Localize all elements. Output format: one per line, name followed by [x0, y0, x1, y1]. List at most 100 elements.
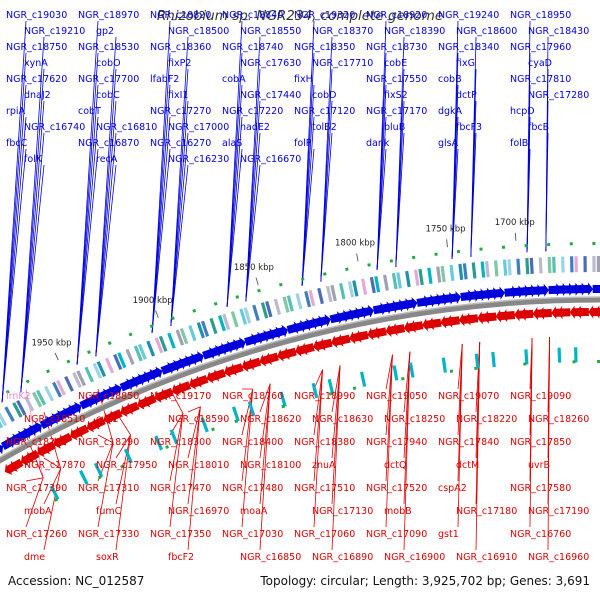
ncrna-marker	[474, 366, 478, 370]
tick-mark	[514, 232, 517, 241]
forward-gene-label: tolB2	[312, 122, 337, 133]
reverse-gene-label: NGR_c19170	[150, 391, 211, 402]
leader-line	[457, 344, 463, 528]
feature-block	[311, 382, 319, 399]
feature-block	[146, 340, 156, 357]
forward-gene-label: NGR_c18370	[312, 26, 373, 37]
reverse-gene-arrow	[143, 394, 157, 408]
forward-gene-arrow	[108, 383, 122, 397]
ncrna-marker	[345, 267, 349, 272]
reverse-gene-label: fbcF2	[168, 552, 194, 563]
forward-gene-label: NGR_c16270	[150, 138, 211, 149]
reverse-gene-arrow	[520, 307, 534, 321]
feature-block	[282, 296, 290, 313]
forward-gene-label: NGR_c16870	[78, 138, 139, 149]
feature-block	[516, 258, 521, 275]
feature-block	[359, 371, 367, 387]
leader-line	[1, 116, 27, 403]
ncrna-marker	[234, 419, 239, 424]
tick-label: 1900 kbp	[133, 296, 173, 306]
reverse-gene-label: NGR_c18850	[78, 391, 139, 402]
forward-gene-label: cobD	[312, 90, 336, 101]
forward-gene-label: NGR_c18350	[294, 42, 355, 53]
reverse-gene-label: NGR_c16760	[510, 529, 571, 540]
feature-block	[574, 256, 578, 273]
reverse-gene-label: NGR_c16970	[168, 506, 229, 517]
feature-block	[491, 351, 496, 368]
feature-block	[200, 417, 209, 433]
feature-block	[52, 381, 62, 398]
reverse-gene-label: NGR_c17940	[366, 437, 427, 448]
leader-line	[226, 84, 243, 307]
feature-block	[574, 347, 578, 363]
feature-block	[32, 391, 43, 408]
forward-gene-label: NGR_c17270	[150, 106, 211, 117]
leader-line	[1, 52, 27, 403]
reverse-gene-arrow	[109, 409, 123, 423]
forward-gene-arrow	[360, 304, 374, 318]
reverse-gene-label: NGR_c18280	[6, 437, 67, 448]
leader-line	[170, 100, 189, 327]
feature-block	[458, 263, 464, 280]
leader-line	[547, 337, 550, 551]
ncrna-marker	[434, 252, 438, 256]
ncrna-marker	[328, 392, 333, 396]
feature-block	[133, 345, 143, 362]
feature-block	[286, 295, 294, 312]
reverse-gene-label: NGR_c17850	[510, 437, 571, 448]
ncrna-marker	[213, 301, 218, 306]
forward-gene-arrow	[274, 324, 289, 338]
feature-block	[525, 258, 530, 275]
circular-track	[0, 242, 600, 502]
reverse-gene-label: NGR_c16910	[456, 552, 517, 563]
leader-line	[313, 369, 323, 390]
leader-line	[259, 383, 271, 413]
leader-line	[526, 148, 531, 253]
reverse-gene-label: NGR_c18250	[384, 414, 445, 425]
feature-block	[524, 349, 529, 365]
leader-line	[245, 164, 261, 302]
reverse-gene-arrow	[301, 342, 315, 356]
ncrna-marker	[572, 360, 576, 364]
reverse-gene-label: NGR_c17350	[150, 529, 211, 540]
leader-line	[403, 351, 411, 413]
reverse-gene-arrow	[59, 432, 73, 446]
reverse-gene-arrow	[42, 441, 56, 455]
reverse-gene-label: cspA2	[438, 483, 467, 494]
leader-line	[76, 116, 99, 365]
forward-gene-label: xynA	[24, 58, 48, 69]
reverse-gene-label: NGR_c17180	[456, 506, 517, 517]
feature-block	[96, 361, 107, 378]
leader-line	[313, 369, 323, 528]
ncrna-marker	[592, 242, 596, 246]
reverse-gene-label: NGR_c17510	[294, 483, 355, 494]
feature-block	[239, 308, 248, 325]
forward-gene-label: folB	[510, 138, 528, 149]
leader-line	[187, 406, 201, 551]
forward-gene-label: NGR_c18500	[168, 26, 229, 37]
reverse-gene-label: NGR_c17520	[366, 483, 427, 494]
forward-gene-label: NGR_c18840	[222, 10, 283, 21]
ncrna-marker	[367, 263, 371, 267]
forward-gene-label: cobE	[384, 58, 407, 69]
reverse-gene-label: NGR_c17090	[366, 529, 427, 540]
forward-gene-label: NGR_c18820	[150, 10, 211, 21]
leader-line	[43, 457, 61, 469]
forward-gene-label: gp2	[96, 26, 114, 37]
forward-gene-label: nadE2	[240, 122, 270, 133]
leader-line	[245, 100, 261, 302]
forward-gene-label: NGR_c17280	[528, 90, 589, 101]
tick-label: 1850 kbp	[234, 263, 274, 273]
feature-block	[104, 357, 115, 374]
forward-gene-label: hcpD	[510, 106, 535, 117]
gene-labels: NGR_c19030 NGR_c18970 NGR_c18820 NGR_c18840…	[6, 10, 589, 563]
feature-block	[552, 256, 556, 273]
forward-gene-arrow	[28, 421, 42, 435]
leader-line	[395, 132, 405, 267]
reverse-gene-label: NGR_c18990	[294, 391, 355, 402]
ncrna-marker	[54, 497, 59, 502]
reverse-gene-arrow	[557, 306, 571, 320]
forward-gene-label: fixS2	[384, 90, 408, 101]
ncrna-marker	[501, 245, 506, 249]
feature-block	[279, 391, 287, 407]
